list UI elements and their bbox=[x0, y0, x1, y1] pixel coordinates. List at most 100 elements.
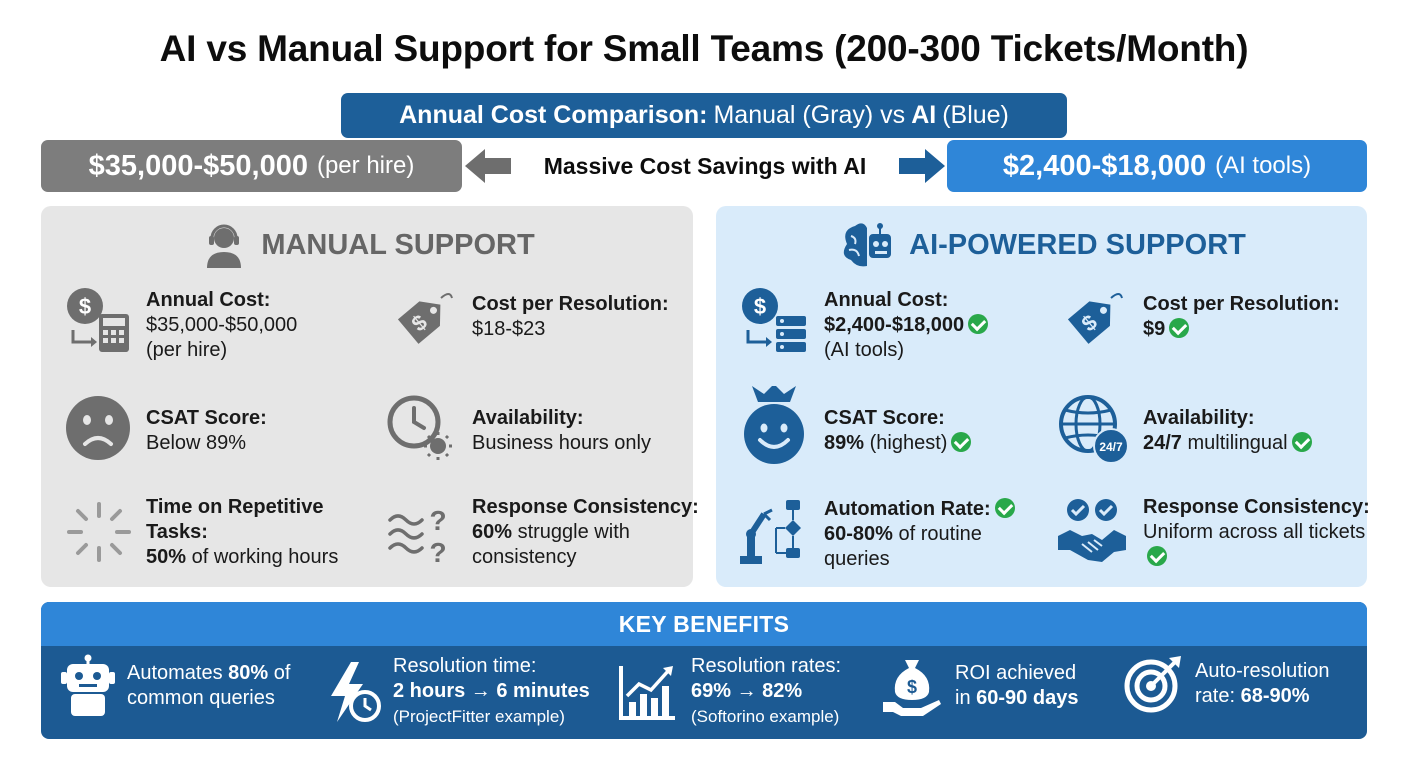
savings-row: Massive Cost Savings with AI bbox=[463, 140, 947, 192]
check-icon bbox=[994, 498, 1015, 518]
manual-cost-value: $35,000-$50,000 bbox=[88, 149, 308, 182]
benefit5-line1: Auto-resolution bbox=[1195, 660, 1330, 682]
manual-cost-badge: $35,000-$50,000 (per hire) bbox=[41, 140, 462, 192]
benefit5-pre: rate: bbox=[1195, 685, 1236, 707]
money-bag-hand-icon: $ bbox=[883, 660, 941, 716]
benefit4-line1: ROI achieved bbox=[955, 662, 1077, 684]
robot-arm-flow-icon bbox=[740, 500, 801, 564]
benefit-automates: Automates 80% of common queries bbox=[59, 654, 290, 718]
ai-panel-title: AI-POWERED SUPPORT bbox=[909, 228, 1246, 261]
robot-icon bbox=[61, 654, 115, 716]
check-icon bbox=[1147, 546, 1167, 566]
benefit-auto-resolution: Auto-resolution rate: 68-90% bbox=[1123, 654, 1330, 714]
manual-cpr-value: $18-$23 bbox=[472, 318, 546, 340]
price-tag-icon: $ bbox=[1067, 293, 1123, 344]
savings-text: Massive Cost Savings with AI bbox=[543, 152, 867, 179]
benefit4-pre: in bbox=[955, 687, 971, 709]
benefit3-bold: 69% → 82% bbox=[691, 680, 803, 702]
ai-panel-header: AI-POWERED SUPPORT bbox=[716, 220, 1367, 270]
manual-availability-label: Availability: bbox=[472, 407, 584, 429]
benefit-resolution-time: Resolution time: 2 hours → 6 minutes (Pr… bbox=[325, 654, 590, 729]
manual-repetitive-percent: 50% bbox=[146, 546, 187, 568]
benefit5-bold: 68-90% bbox=[1240, 685, 1310, 707]
ai-csat-label: CSAT Score: bbox=[824, 407, 945, 429]
comparison-banner: Annual Cost Comparison: Manual (Gray) vs… bbox=[341, 93, 1067, 138]
benefit3-note: (Softorino example) bbox=[691, 707, 840, 726]
manual-cost-note: (per hire) bbox=[316, 152, 415, 179]
check-icon bbox=[1169, 318, 1190, 338]
headset-person-icon bbox=[207, 224, 242, 268]
ai-csat-percent: 89% bbox=[824, 432, 865, 454]
check-icon bbox=[951, 432, 972, 452]
page-title: AI vs Manual Support for Small Teams (20… bbox=[159, 28, 1249, 69]
benefit2-bold: 2 hours → 6 minutes bbox=[393, 680, 590, 702]
comparison-ai: AI bbox=[911, 101, 937, 129]
benefit2-note: (ProjectFitter example) bbox=[393, 707, 565, 726]
benefit1-line2: common queries bbox=[127, 687, 275, 709]
ai-support-panel: AI-POWERED SUPPORT $ Annual Cost: $2,400… bbox=[716, 206, 1370, 587]
ai-annual-cost-label: Annual Cost: bbox=[824, 289, 949, 311]
manual-annual-cost-note: (per hire) bbox=[146, 339, 228, 361]
ai-csat-rest: (highest) bbox=[869, 432, 948, 454]
dollar-server-icon: $ bbox=[742, 288, 806, 352]
manual-panel-header: MANUAL SUPPORT bbox=[41, 220, 693, 270]
ai-automation-label-row: Automation Rate: bbox=[824, 497, 1044, 522]
benefit4-bold: 60-90 days bbox=[976, 687, 1079, 709]
benefit3-line1: Resolution rates: bbox=[691, 655, 842, 677]
ai-cost-value: $2,400-$18,000 bbox=[1002, 149, 1207, 182]
clock-sun-icon bbox=[387, 395, 452, 460]
price-tag-icon: $ bbox=[397, 293, 453, 344]
benefit-resolution-rates: Resolution rates: 69% → 82% (Softorino e… bbox=[617, 654, 841, 729]
manual-repetitive-label: Time on Repetitive Tasks: bbox=[146, 496, 324, 543]
ai-cost-badge: $2,400-$18,000 (AI tools) bbox=[947, 140, 1367, 192]
benefit-roi: $ ROI achieved in 60-90 days bbox=[881, 654, 1078, 718]
check-icon bbox=[968, 314, 989, 334]
manual-panel-title: MANUAL SUPPORT bbox=[261, 228, 535, 261]
ai-consistency-label: Response Consistency: bbox=[1143, 496, 1370, 518]
svg-text:$: $ bbox=[907, 677, 917, 697]
manual-consistency-percent: 60% bbox=[472, 521, 513, 543]
manual-annual-cost-label: Annual Cost: bbox=[146, 289, 271, 311]
ai-cpr-label: Cost per Resolution: bbox=[1143, 293, 1340, 315]
ai-cpr-value: $9 bbox=[1143, 318, 1166, 340]
ai-annual-cost-value: $2,400-$18,000 bbox=[824, 314, 965, 336]
crown-smile-icon bbox=[744, 386, 804, 464]
comparison-text-2: (Blue) bbox=[942, 101, 1009, 129]
svg-text:$: $ bbox=[754, 294, 766, 319]
sad-face-icon bbox=[66, 396, 130, 460]
benefit2-line1: Resolution time: bbox=[393, 655, 537, 677]
ai-availability-label: Availability: bbox=[1143, 407, 1255, 429]
manual-consistency-rest: struggle with consistency bbox=[472, 521, 630, 568]
arrow-left-icon bbox=[465, 149, 511, 183]
globe-247-icon: 24/7 bbox=[1059, 395, 1129, 464]
ai-automation-percent: 60-80% bbox=[824, 523, 893, 545]
benefit1-post: of bbox=[273, 662, 291, 684]
ai-automation-label: Automation Rate: bbox=[824, 498, 991, 520]
svg-text:$: $ bbox=[79, 294, 91, 319]
comparison-text: Manual (Gray) vs bbox=[713, 101, 906, 129]
key-benefits-panel: KEY BENEFITS Automates 80% of common que… bbox=[41, 602, 1367, 739]
waves-question-icon: ? ? bbox=[388, 505, 447, 568]
target-icon bbox=[1124, 656, 1181, 713]
manual-availability-value: Business hours only bbox=[472, 432, 651, 454]
lightning-clock-icon bbox=[331, 661, 381, 722]
benefit1-pre: Automates bbox=[127, 662, 223, 684]
ai-automation-rest: of routine queries bbox=[824, 523, 982, 570]
manual-support-panel: MANUAL SUPPORT $ Annual Cost: $35,000-$5… bbox=[41, 206, 699, 587]
handshake-check-icon bbox=[1058, 499, 1126, 562]
dollar-calculator-icon: $ bbox=[67, 288, 129, 352]
manual-csat-label: CSAT Score: bbox=[146, 407, 267, 429]
ai-consistency-value: Uniform across all tickets bbox=[1143, 521, 1366, 543]
loading-spinner-icon bbox=[67, 502, 131, 562]
manual-annual-cost-value: $35,000-$50,000 bbox=[146, 314, 298, 336]
badge-247-text: 24/7 bbox=[1099, 440, 1123, 454]
arrow-right-icon bbox=[899, 149, 945, 183]
benefit1-bold: 80% bbox=[228, 662, 269, 684]
manual-csat-value: Below 89% bbox=[146, 432, 247, 454]
svg-text:?: ? bbox=[429, 537, 446, 568]
chart-up-icon bbox=[619, 665, 675, 720]
ai-cost-note: (AI tools) bbox=[1215, 152, 1312, 179]
ai-availability-bold: 24/7 bbox=[1143, 432, 1182, 454]
manual-cpr-label: Cost per Resolution: bbox=[472, 293, 669, 315]
check-icon bbox=[1291, 432, 1312, 452]
